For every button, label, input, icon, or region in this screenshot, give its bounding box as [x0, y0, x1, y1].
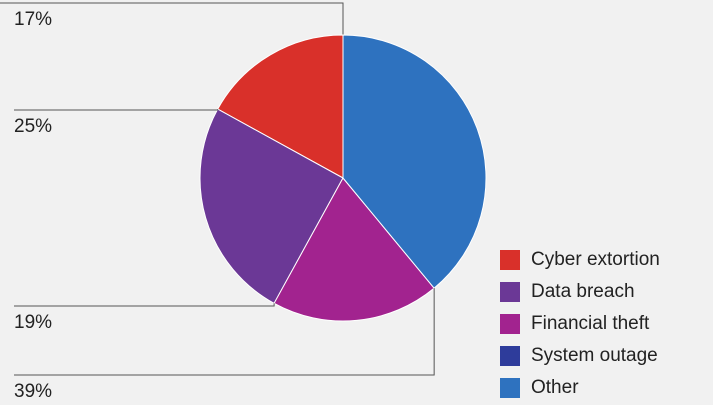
- legend-label: Data breach: [531, 281, 635, 302]
- leader-line: [14, 303, 275, 307]
- pie-slice: [342, 34, 487, 289]
- pie-slice: [273, 177, 435, 322]
- value-label: 39%: [14, 381, 52, 402]
- pie-slice: [217, 34, 344, 179]
- legend-swatch: [500, 250, 520, 270]
- legend-label: Financial theft: [531, 313, 650, 334]
- legend-swatch: [500, 314, 520, 334]
- legend-swatch: [500, 282, 520, 302]
- value-label: 19%: [14, 312, 52, 333]
- legend-label: Cyber extortion: [531, 249, 660, 270]
- legend-label: Other: [531, 377, 579, 398]
- legend-label: System outage: [531, 345, 658, 366]
- leader-line: [14, 109, 219, 111]
- pie-slice: [199, 108, 344, 304]
- value-label: 25%: [14, 116, 52, 137]
- legend-swatch: [500, 378, 520, 398]
- leader-line: [0, 2, 344, 35]
- leader-line: [14, 288, 435, 376]
- value-label: 17%: [14, 9, 52, 30]
- legend-swatch: [500, 346, 520, 366]
